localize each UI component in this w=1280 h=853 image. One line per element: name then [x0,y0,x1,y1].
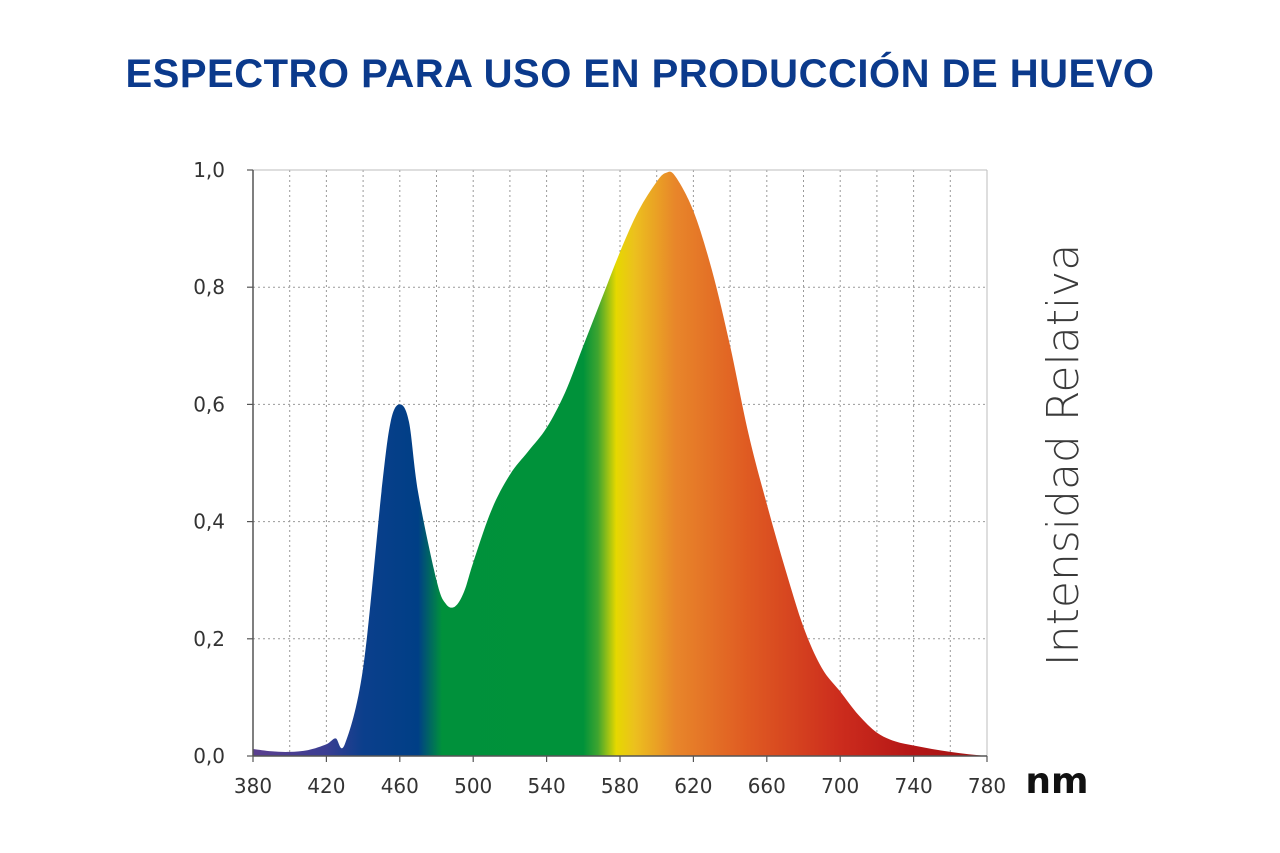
y-tick-label: 0,6 [193,392,225,416]
y-tick-label: 0,8 [193,275,225,299]
spectrum-area [253,171,987,756]
x-tick-label: 420 [307,774,345,798]
y-tick-label: 0,4 [193,510,225,534]
x-tick-labels: 380 420 460 500 540 580 620 660 700 740 780 [234,756,1006,798]
y-tick-labels: 0,0 0,2 0,4 0,6 0,8 1,0 [193,158,253,768]
y-tick-label: 0,0 [193,744,225,768]
x-tick-label: 580 [601,774,639,798]
y-axis-label: Intensidad Relativa [1038,244,1089,666]
x-tick-label: 380 [234,774,272,798]
x-tick-label: 540 [528,774,566,798]
x-tick-label: 660 [748,774,786,798]
x-axis-label: nm [1025,761,1088,802]
y-tick-label: 1,0 [193,158,225,182]
y-tick-label: 0,2 [193,627,225,651]
x-tick-label: 740 [895,774,933,798]
x-tick-label: 500 [454,774,492,798]
x-tick-label: 780 [968,774,1006,798]
x-tick-label: 460 [381,774,419,798]
x-tick-label: 620 [674,774,712,798]
x-tick-label: 700 [821,774,859,798]
chart-title: ESPECTRO PARA USO EN PRODUCCIÓN DE HUEVO [125,52,1155,96]
